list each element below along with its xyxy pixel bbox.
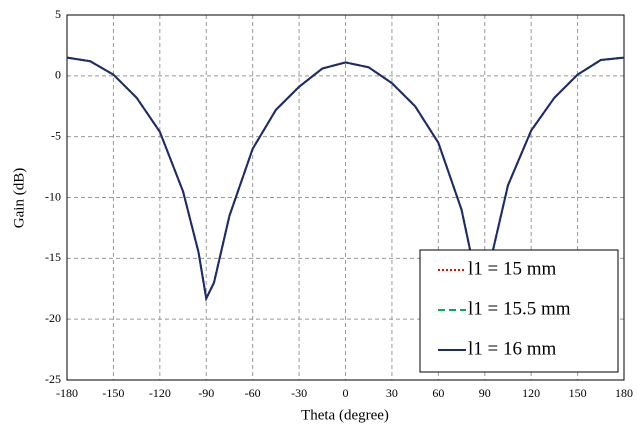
x-tick-label: 120 [522, 386, 540, 400]
plot-frame [66, 14, 625, 381]
legend-label: l1 = 15.5 mm [468, 298, 571, 319]
x-tick-label: -150 [102, 386, 124, 400]
legend-label: l1 = 16 mm [468, 338, 557, 359]
x-tick-label: -120 [149, 386, 171, 400]
y-tick-label: 0 [55, 68, 61, 82]
y-tick-label: -15 [45, 250, 61, 264]
x-tick-label: -90 [198, 386, 214, 400]
y-tick-label: 5 [55, 7, 61, 21]
x-tick-label: -180 [56, 386, 78, 400]
y-tick-label: -10 [45, 189, 61, 203]
y-tick-label: -5 [51, 128, 61, 142]
x-tick-label: 90 [479, 386, 491, 400]
x-tick-label: 60 [432, 386, 444, 400]
x-tick-label: 30 [386, 386, 398, 400]
legend-label: l1 = 15 mm [468, 258, 557, 279]
x-tick-label: -60 [245, 386, 261, 400]
y-axis-label: Gain (dB) [11, 168, 27, 228]
x-axis-label: Theta (degree) [301, 407, 389, 423]
x-tick-label: -30 [291, 386, 307, 400]
x-tick-label: 150 [569, 386, 587, 400]
y-tick-label: -20 [45, 311, 61, 325]
series-line [66, 56, 625, 302]
x-tick-label: 0 [343, 386, 349, 400]
x-tick-label: 180 [615, 386, 633, 400]
y-tick-label: -25 [45, 372, 61, 386]
